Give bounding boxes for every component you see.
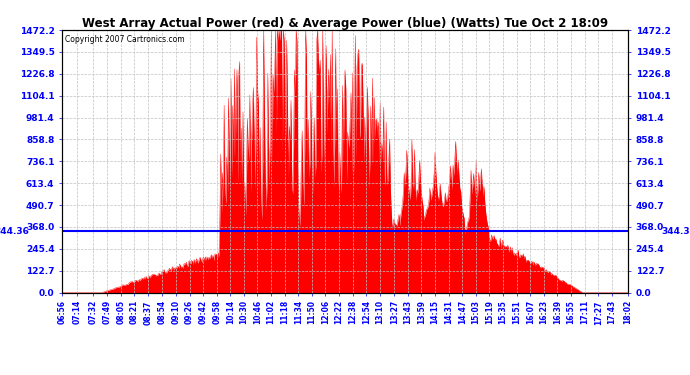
Text: 344.36: 344.36 [662,226,690,236]
Text: 344.36: 344.36 [0,226,29,236]
Text: Copyright 2007 Cartronics.com: Copyright 2007 Cartronics.com [65,35,184,44]
Title: West Array Actual Power (red) & Average Power (blue) (Watts) Tue Oct 2 18:09: West Array Actual Power (red) & Average … [82,17,608,30]
